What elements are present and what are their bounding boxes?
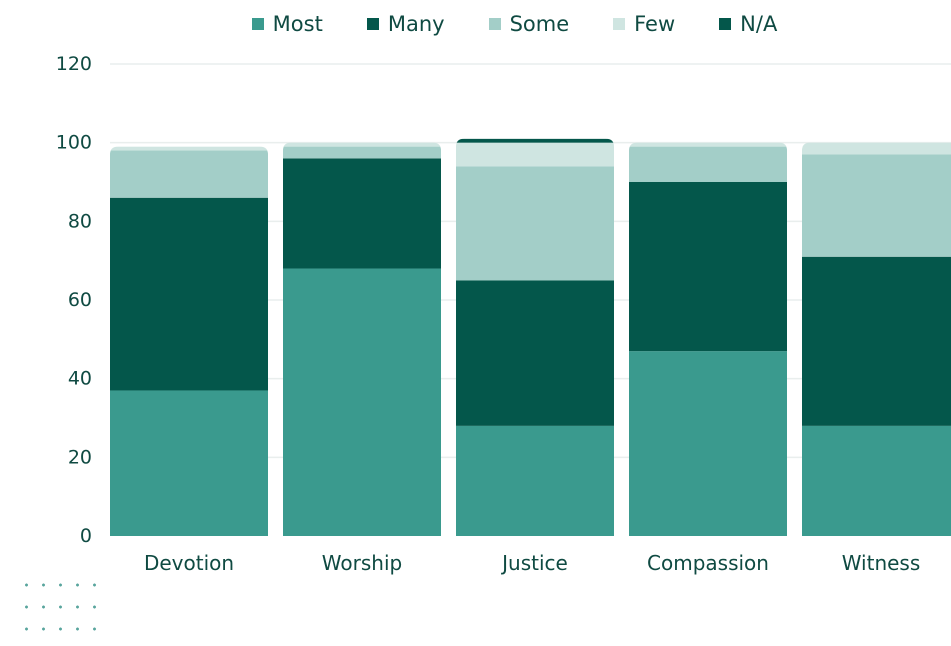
y-tick-label: 80	[68, 210, 92, 232]
legend-swatch	[613, 18, 626, 30]
legend-label: Few	[634, 12, 676, 36]
y-tick-label: 0	[80, 525, 92, 547]
bar-segment	[802, 425, 951, 536]
bar-stack	[802, 142, 951, 536]
legend-label: N/A	[740, 12, 778, 36]
y-tick-label: 40	[68, 368, 92, 390]
legend-item: N/A	[719, 12, 777, 36]
bar-segment	[629, 142, 787, 147]
x-tick-label: Worship	[322, 551, 402, 575]
legend-label: Some	[509, 12, 570, 36]
bar-segment	[456, 142, 614, 167]
x-tick-label: Justice	[500, 551, 568, 575]
bar-segment	[283, 158, 441, 269]
bar-segment	[802, 142, 951, 155]
bar-segment	[456, 425, 614, 536]
legend-item: Some	[488, 12, 570, 36]
bar-segment	[110, 146, 268, 151]
bar-stack	[283, 142, 441, 536]
bar-stack	[629, 142, 787, 536]
legend-label: Many	[387, 12, 445, 36]
y-tick-label: 120	[56, 53, 92, 75]
decorative-dot-grid	[18, 574, 98, 642]
chart-legend: Most Many Some Few N/A	[0, 12, 951, 36]
legend-swatch	[719, 18, 732, 30]
bar-segment	[110, 390, 268, 536]
bar-segment	[110, 197, 268, 391]
bar-stack	[110, 146, 268, 536]
bar-segment	[629, 146, 787, 182]
y-tick-label: 60	[68, 289, 92, 311]
bar-segment	[629, 182, 787, 352]
bar-segment	[456, 166, 614, 281]
bar-segment	[802, 256, 951, 426]
x-tick-label: Compassion	[647, 551, 769, 575]
bar-segment	[283, 146, 441, 159]
bar-segment	[456, 138, 614, 143]
y-tick-label: 20	[68, 446, 92, 468]
legend-label: Most	[272, 12, 323, 36]
y-tick-label: 100	[56, 132, 92, 154]
x-tick-label: Devotion	[144, 551, 234, 575]
legend-item: Many	[366, 12, 445, 36]
bar-segment	[629, 351, 787, 536]
bar-segment	[283, 268, 441, 536]
bar-segment	[802, 154, 951, 257]
bar-stack	[456, 138, 614, 536]
legend-item: Most	[251, 12, 323, 36]
legend-swatch	[251, 18, 264, 30]
bar-segment	[283, 142, 441, 147]
bar-segment	[456, 280, 614, 426]
legend-swatch	[488, 18, 501, 30]
x-tick-label: Witness	[842, 551, 921, 575]
bar-segment	[110, 150, 268, 198]
legend-item: Few	[613, 12, 675, 36]
legend-swatch	[366, 18, 379, 30]
